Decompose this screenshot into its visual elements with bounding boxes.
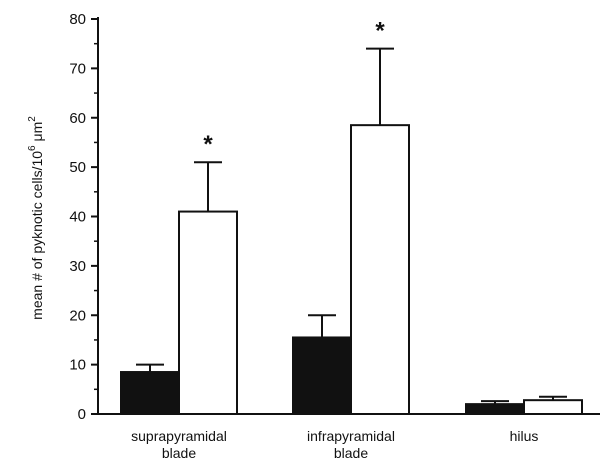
significance-star: *	[375, 18, 385, 45]
bar-open	[350, 124, 410, 415]
y-axis: 0 10 20 30 40 50 60 70 80	[69, 11, 99, 423]
bar-group	[292, 314, 352, 415]
y-axis-label-exponent-1: 6	[27, 145, 38, 151]
y-tick-label: 50	[69, 159, 86, 176]
bar-group	[465, 400, 525, 415]
y-tick-label: 80	[69, 11, 86, 28]
y-tick-label: 40	[69, 209, 86, 226]
bar-group	[523, 395, 583, 415]
bar-group: *	[178, 131, 238, 415]
bar-group: *	[350, 18, 410, 415]
category-label-line: suprapyramidal	[131, 428, 227, 444]
category-label-line: blade	[162, 445, 196, 461]
y-axis-label-unit: μm	[29, 122, 45, 146]
bar-filled	[465, 403, 525, 415]
y-tick-label: 60	[69, 110, 86, 127]
y-axis-label: mean # of pyknotic cells/106 μm2	[27, 116, 45, 320]
bar-open	[523, 399, 583, 415]
bars: **	[120, 18, 583, 415]
bar-filled	[292, 336, 352, 415]
bar-group	[120, 363, 180, 415]
y-tick-label: 0	[78, 406, 86, 423]
y-tick-label: 20	[69, 307, 86, 324]
bar-open	[178, 210, 238, 415]
y-tick-label: 10	[69, 357, 86, 374]
category-label: hilus	[510, 428, 539, 444]
category-label-line: hilus	[510, 428, 539, 444]
y-axis-label-exponent-2: 2	[27, 116, 38, 122]
significance-star: *	[203, 131, 213, 158]
category-label: suprapyramidal blade	[131, 428, 227, 461]
y-axis-label-main: mean # of pyknotic cells/10	[29, 151, 45, 320]
y-tick-label: 30	[69, 258, 86, 275]
category-label-line: infrapyramidal	[307, 428, 395, 444]
category-label: infrapyramidal blade	[307, 428, 395, 461]
y-tick-label: 70	[69, 60, 86, 77]
category-label-line: blade	[334, 445, 368, 461]
bar-filled	[120, 371, 180, 415]
